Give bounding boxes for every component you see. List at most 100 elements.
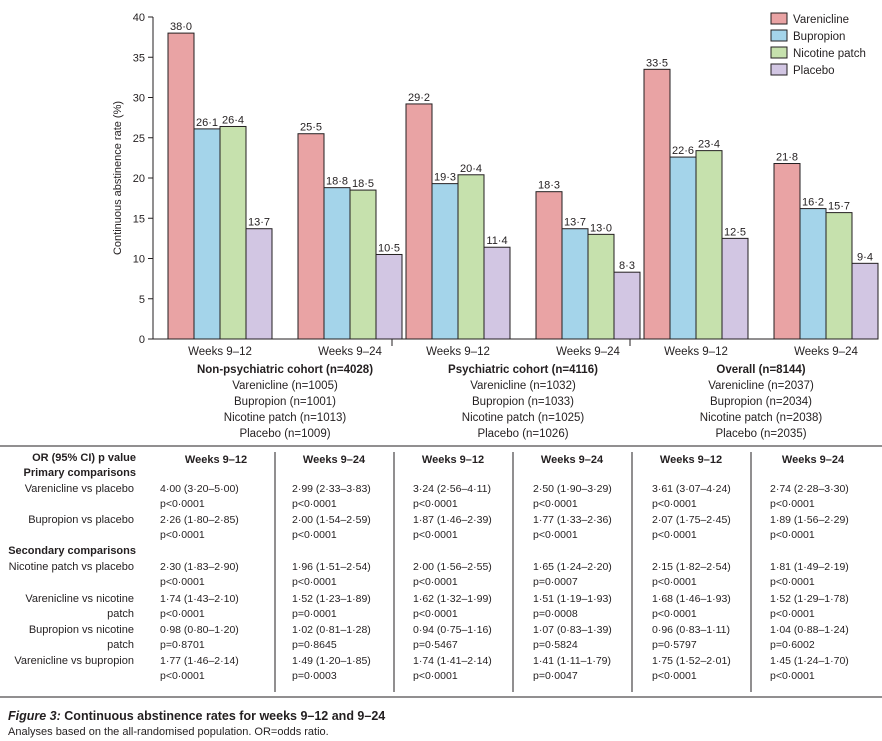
y-tick-label: 0 (139, 334, 145, 346)
odds-ratio-ci: 1·41 (1·11–1·79) (533, 655, 612, 667)
p-value: p<0·0001 (770, 529, 815, 541)
bar-value-label: 18·3 (538, 180, 560, 192)
cohort-title: Overall (n=8144) (716, 364, 806, 376)
p-value: p=0·0007 (533, 576, 578, 588)
p-value: p<0·0001 (770, 670, 815, 682)
legend-swatch (770, 12, 788, 25)
bar-value-label: 19·3 (434, 172, 456, 184)
table-column-header: Weeks 9–12 (659, 454, 723, 466)
odds-ratio-ci: 2·15 (1·82–2·54) (652, 561, 731, 573)
legend-swatch (770, 29, 788, 42)
y-tick-label: 35 (133, 52, 145, 64)
odds-ratio-ci: 1·77 (1·46–2·14) (160, 655, 239, 667)
odds-ratio-ci: 2·99 (2·33–3·83) (292, 483, 371, 495)
odds-ratio-ci: 2·30 (1·83–2·90) (160, 561, 239, 573)
bar-value-label: 13·7 (248, 217, 270, 229)
odds-ratio-ci: 1·49 (1·20–1·85) (292, 655, 371, 667)
p-value: p<0·0001 (533, 498, 578, 510)
odds-ratio-ci: 4·00 (3·20–5·00) (160, 483, 239, 495)
p-value: p<0·0001 (770, 608, 815, 620)
bar-value-label: 9·4 (857, 251, 873, 263)
comparison-row-label: Nicotine patch vs placebo (8, 561, 134, 573)
cohort-arm-label: Bupropion (n=1033) (472, 396, 574, 408)
odds-ratio-ci: 0·94 (0·75–1·16) (413, 624, 492, 636)
bar-placebo (721, 237, 749, 340)
bar-value-label: 26·4 (222, 114, 244, 126)
legend-label: Nicotine patch (793, 48, 866, 60)
p-value: p<0·0001 (160, 608, 205, 620)
p-value: p=0·0003 (292, 670, 337, 682)
bar-value-label: 38·0 (170, 21, 192, 33)
bar-bupropion (193, 128, 221, 340)
p-value: p=0·8645 (292, 639, 337, 651)
odds-ratio-ci: 2·26 (1·80–2·85) (160, 514, 239, 526)
table-header-label: OR (95% CI) p value (32, 452, 136, 464)
period-label: Weeks 9–12 (188, 346, 252, 358)
comparison-row-label: Bupropion vs placebo (28, 514, 134, 526)
odds-ratio-ci: 1·96 (1·51–2·54) (292, 561, 371, 573)
y-tick-label: 15 (133, 213, 145, 225)
table-column-header: Weeks 9–24 (540, 454, 604, 466)
odds-ratio-ci: 1·51 (1·19–1·93) (533, 593, 612, 605)
comparison-row-label: patch (107, 639, 134, 651)
p-value: p<0·0001 (533, 529, 578, 541)
bar-placebo (851, 262, 879, 340)
bar-nicotine-patch (825, 212, 853, 340)
bar-value-label: 21·8 (776, 152, 798, 164)
cohort-arm-label: Nicotine patch (n=1013) (223, 412, 347, 424)
period-label: Weeks 9–12 (664, 346, 728, 358)
legend-label: Varenicline (793, 14, 849, 26)
bar-varenicline (405, 103, 433, 340)
odds-ratio-ci: 2·00 (1·54–2·59) (292, 514, 371, 526)
bar-value-label: 26·1 (196, 117, 218, 129)
p-value: p=0·5467 (413, 639, 458, 651)
bar-nicotine-patch (349, 189, 377, 340)
odds-ratio-ci: 1·04 (0·88–1·24) (770, 624, 849, 636)
legend-label: Placebo (793, 65, 835, 77)
bar-placebo (245, 228, 273, 340)
y-tick-label: 25 (133, 133, 145, 145)
bar-bupropion (669, 156, 697, 340)
cohort-title: Psychiatric cohort (n=4116) (448, 364, 598, 376)
odds-ratio-ci: 1·75 (1·52–2·01) (652, 655, 731, 667)
odds-ratio-ci: 3·24 (2·56–4·11) (413, 483, 492, 495)
p-value: p<0·0001 (413, 529, 458, 541)
cohort-arm-label: Varenicline (n=1005) (232, 380, 338, 392)
bar-bupropion (431, 183, 459, 340)
p-value: p<0·0001 (160, 670, 205, 682)
cohort-arm-label: Bupropion (n=2034) (710, 396, 812, 408)
y-tick-label: 5 (139, 294, 145, 306)
p-value: p=0·8701 (160, 639, 205, 651)
odds-ratio-ci: 1·45 (1·24–1·70) (770, 655, 849, 667)
comparison-row-label: Varenicline vs bupropion (14, 655, 134, 667)
bar-value-label: 23·4 (698, 139, 720, 151)
y-tick-label: 30 (133, 93, 145, 105)
bar-value-label: 16·2 (802, 197, 824, 209)
y-tick-label: 10 (133, 254, 145, 266)
bar-bupropion (561, 228, 589, 340)
p-value: p=0·5797 (652, 639, 697, 651)
p-value: p=0·5824 (533, 639, 578, 651)
odds-ratio-ci: 1·65 (1·24–2·20) (533, 561, 612, 573)
odds-ratio-ci: 1·77 (1·33–2·36) (533, 514, 612, 526)
p-value: p=0·0047 (533, 670, 578, 682)
cohort-arm-label: Placebo (n=1026) (477, 428, 569, 440)
bar-value-label: 33·5 (646, 57, 668, 69)
odds-ratio-ci: 0·98 (0·80–1·20) (160, 624, 239, 636)
cohort-arm-label: Placebo (n=1009) (239, 428, 331, 440)
secondary-comparisons-heading: Secondary comparisons (8, 545, 136, 557)
odds-ratio-ci: 1·52 (1·29–1·78) (770, 593, 849, 605)
figure-label: Figure 3: (8, 709, 61, 723)
odds-ratio-ci: 2·50 (1·90–3·29) (533, 483, 612, 495)
odds-ratio-ci: 1·68 (1·46–1·93) (652, 593, 731, 605)
p-value: p<0·0001 (652, 576, 697, 588)
bar-nicotine-patch (219, 125, 247, 340)
bar-value-label: 15·7 (828, 201, 850, 213)
p-value: p=0·0001 (292, 608, 337, 620)
bar-nicotine-patch (695, 150, 723, 340)
bar-value-label: 18·8 (326, 176, 348, 188)
odds-ratio-ci: 1·02 (0·81–1·28) (292, 624, 371, 636)
period-label: Weeks 9–24 (794, 346, 858, 358)
p-value: p<0·0001 (292, 576, 337, 588)
p-value: p<0·0001 (160, 529, 205, 541)
